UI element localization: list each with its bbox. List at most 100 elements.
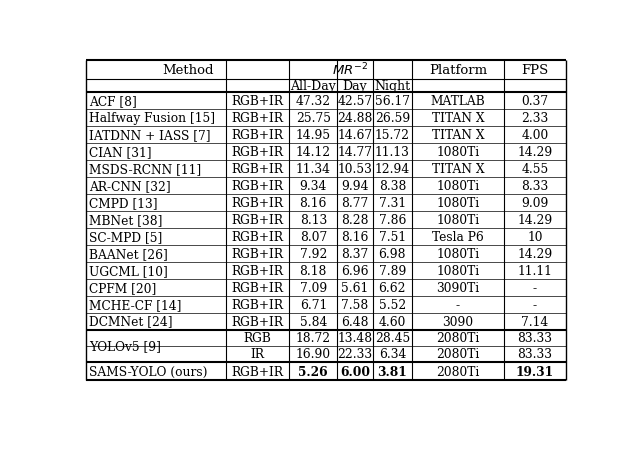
Text: 6.00: 6.00 [340, 365, 370, 378]
Text: 5.84: 5.84 [300, 315, 327, 328]
Text: 1080Ti: 1080Ti [436, 248, 479, 260]
Text: -: - [533, 281, 537, 294]
Text: 7.58: 7.58 [342, 298, 369, 311]
Text: 3090Ti: 3090Ti [436, 281, 479, 294]
Text: 14.29: 14.29 [517, 248, 552, 260]
Text: 16.90: 16.90 [296, 347, 331, 361]
Text: 8.16: 8.16 [300, 197, 327, 209]
Text: Night: Night [374, 80, 410, 93]
Text: MSDS-RCNN [11]: MSDS-RCNN [11] [90, 163, 202, 176]
Text: 19.31: 19.31 [516, 365, 554, 378]
Text: 13.48: 13.48 [337, 331, 372, 345]
Text: 3090: 3090 [442, 315, 474, 328]
Text: 8.33: 8.33 [522, 180, 548, 193]
Text: 47.32: 47.32 [296, 95, 331, 108]
Text: 6.96: 6.96 [341, 264, 369, 277]
Text: RGB+IR: RGB+IR [232, 129, 284, 142]
Text: RGB+IR: RGB+IR [232, 315, 284, 328]
Text: AR-CNN [32]: AR-CNN [32] [90, 180, 171, 193]
Text: 8.37: 8.37 [342, 248, 369, 260]
Text: RGB+IR: RGB+IR [232, 163, 284, 176]
Text: 1080Ti: 1080Ti [436, 264, 479, 277]
Text: 5.61: 5.61 [342, 281, 369, 294]
Text: 2.33: 2.33 [522, 112, 548, 125]
Text: TITAN X: TITAN X [431, 112, 484, 125]
Text: Platform: Platform [429, 64, 487, 77]
Text: 7.31: 7.31 [379, 197, 406, 209]
Text: 3.81: 3.81 [378, 365, 407, 378]
Text: 6.34: 6.34 [379, 347, 406, 361]
Text: 6.62: 6.62 [379, 281, 406, 294]
Text: 1080Ti: 1080Ti [436, 197, 479, 209]
Text: 12.94: 12.94 [374, 163, 410, 176]
Text: 9.94: 9.94 [341, 180, 369, 193]
Text: 2080Ti: 2080Ti [436, 331, 479, 345]
Text: TITAN X: TITAN X [431, 129, 484, 142]
Text: 14.12: 14.12 [296, 146, 331, 159]
Text: 10.53: 10.53 [338, 163, 372, 176]
Text: Method: Method [162, 64, 214, 77]
Text: 4.55: 4.55 [522, 163, 548, 176]
Text: 14.29: 14.29 [517, 214, 552, 227]
Text: RGB+IR: RGB+IR [232, 298, 284, 311]
Text: 7.86: 7.86 [379, 214, 406, 227]
Text: RGB+IR: RGB+IR [232, 281, 284, 294]
Text: RGB+IR: RGB+IR [232, 112, 284, 125]
Text: 24.88: 24.88 [337, 112, 373, 125]
Text: 14.67: 14.67 [337, 129, 372, 142]
Text: MCHE-CF [14]: MCHE-CF [14] [90, 298, 182, 311]
Text: MBNet [38]: MBNet [38] [90, 214, 163, 227]
Text: ACF [8]: ACF [8] [90, 95, 137, 108]
Text: All-Day: All-Day [291, 80, 336, 93]
Text: 8.77: 8.77 [342, 197, 369, 209]
Text: RGB: RGB [244, 331, 271, 345]
Text: 7.89: 7.89 [379, 264, 406, 277]
Text: 5.52: 5.52 [379, 298, 406, 311]
Text: 6.98: 6.98 [379, 248, 406, 260]
Text: 1080Ti: 1080Ti [436, 146, 479, 159]
Text: 9.34: 9.34 [300, 180, 327, 193]
Text: 22.33: 22.33 [337, 347, 372, 361]
Text: 83.33: 83.33 [517, 347, 552, 361]
Text: 14.29: 14.29 [517, 146, 552, 159]
Text: YOLOv5 [9]: YOLOv5 [9] [90, 339, 161, 353]
Text: MATLAB: MATLAB [431, 95, 485, 108]
Text: BAANet [26]: BAANet [26] [90, 248, 168, 260]
Text: Tesla P6: Tesla P6 [432, 230, 484, 243]
Text: 2080Ti: 2080Ti [436, 365, 479, 378]
Text: 7.09: 7.09 [300, 281, 327, 294]
Text: FPS: FPS [522, 64, 548, 77]
Text: 8.28: 8.28 [341, 214, 369, 227]
Text: SAMS-YOLO (ours): SAMS-YOLO (ours) [90, 365, 208, 378]
Text: 4.60: 4.60 [379, 315, 406, 328]
Text: RGB+IR: RGB+IR [232, 230, 284, 243]
Text: TITAN X: TITAN X [431, 163, 484, 176]
Text: 0.37: 0.37 [522, 95, 548, 108]
Text: 14.95: 14.95 [296, 129, 331, 142]
Text: 4.00: 4.00 [522, 129, 548, 142]
Text: 9.09: 9.09 [521, 197, 548, 209]
Text: 28.45: 28.45 [374, 331, 410, 345]
Text: 2080Ti: 2080Ti [436, 347, 479, 361]
Text: Day: Day [343, 80, 367, 93]
Text: 56.17: 56.17 [375, 95, 410, 108]
Text: 8.16: 8.16 [341, 230, 369, 243]
Text: 7.92: 7.92 [300, 248, 327, 260]
Text: CIAN [31]: CIAN [31] [90, 146, 152, 159]
Text: 1080Ti: 1080Ti [436, 180, 479, 193]
Text: 18.72: 18.72 [296, 331, 331, 345]
Text: 8.18: 8.18 [300, 264, 327, 277]
Text: 6.71: 6.71 [300, 298, 327, 311]
Text: RGB+IR: RGB+IR [232, 197, 284, 209]
Text: 26.59: 26.59 [374, 112, 410, 125]
Text: 8.13: 8.13 [300, 214, 327, 227]
Text: $MR^{-2}$: $MR^{-2}$ [332, 62, 369, 79]
Text: RGB+IR: RGB+IR [232, 365, 284, 378]
Text: 7.51: 7.51 [379, 230, 406, 243]
Text: 10: 10 [527, 230, 543, 243]
Text: CPFM [20]: CPFM [20] [90, 281, 157, 294]
Text: RGB+IR: RGB+IR [232, 214, 284, 227]
Text: CMPD [13]: CMPD [13] [90, 197, 158, 209]
Text: 11.11: 11.11 [518, 264, 552, 277]
Text: 15.72: 15.72 [375, 129, 410, 142]
